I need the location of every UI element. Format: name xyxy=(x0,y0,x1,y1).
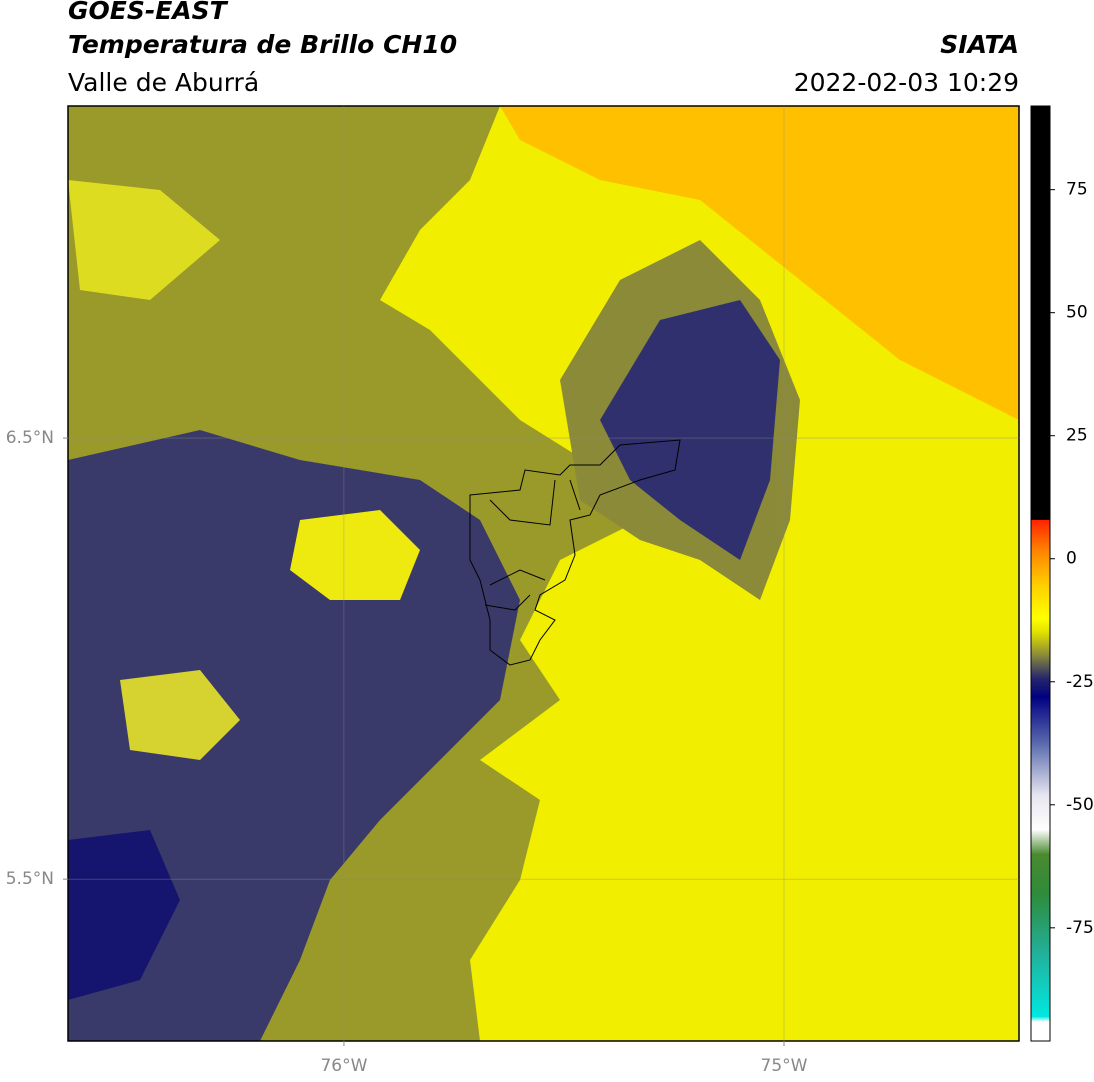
y-tick-label: 5.5°N xyxy=(6,869,54,889)
municipal-boundaries xyxy=(469,439,681,666)
colorbar-tick-label: 25 xyxy=(1066,426,1088,446)
colorbar-segment xyxy=(1031,1021,1050,1042)
colorbar-segment xyxy=(1031,617,1050,634)
map-frame xyxy=(67,105,1020,1042)
colorbar-segment xyxy=(1031,1016,1050,1022)
x-tick-label: 75°W xyxy=(761,1056,808,1076)
colorbar-segment xyxy=(1031,676,1050,698)
colorbar-segment xyxy=(1031,519,1050,550)
subtitle: Temperatura de Brillo CH10 xyxy=(68,30,457,59)
region: Valle de Aburrá xyxy=(68,68,259,97)
colorbar-segment xyxy=(1031,952,1050,1017)
colorbar-segment xyxy=(1031,829,1050,855)
colorbar-tick-label: 0 xyxy=(1066,549,1077,569)
x-tick-label: 76°W xyxy=(320,1056,367,1076)
colorbar-tick-label: -25 xyxy=(1066,672,1094,692)
colorbar-segment xyxy=(1031,106,1050,520)
map-field xyxy=(68,106,1019,1041)
colorbar-segment xyxy=(1031,745,1050,796)
colorbar-tick-label: 50 xyxy=(1066,303,1088,323)
colorbar-segment xyxy=(1031,893,1050,953)
colorbar-tick-label: -75 xyxy=(1066,918,1094,938)
y-tick-label: 6.5°N xyxy=(6,428,54,448)
colorbar-segment xyxy=(1031,854,1050,894)
colorbar-segment xyxy=(1031,548,1050,584)
source: SIATA xyxy=(940,30,1019,59)
colorbar-segment xyxy=(1031,794,1050,830)
colorbar-segment xyxy=(1031,583,1050,619)
colorbar-segment xyxy=(1031,632,1050,658)
colorbar-tick-label: -50 xyxy=(1066,795,1094,815)
colorbar-frame xyxy=(1030,105,1051,1042)
colorbar-segment xyxy=(1031,696,1050,747)
title: GOES-EAST xyxy=(68,0,229,25)
datetime: 2022-02-03 10:29 xyxy=(794,68,1019,97)
colorbar-tick-label: 75 xyxy=(1066,180,1088,200)
colorbar-segment xyxy=(1031,657,1050,678)
